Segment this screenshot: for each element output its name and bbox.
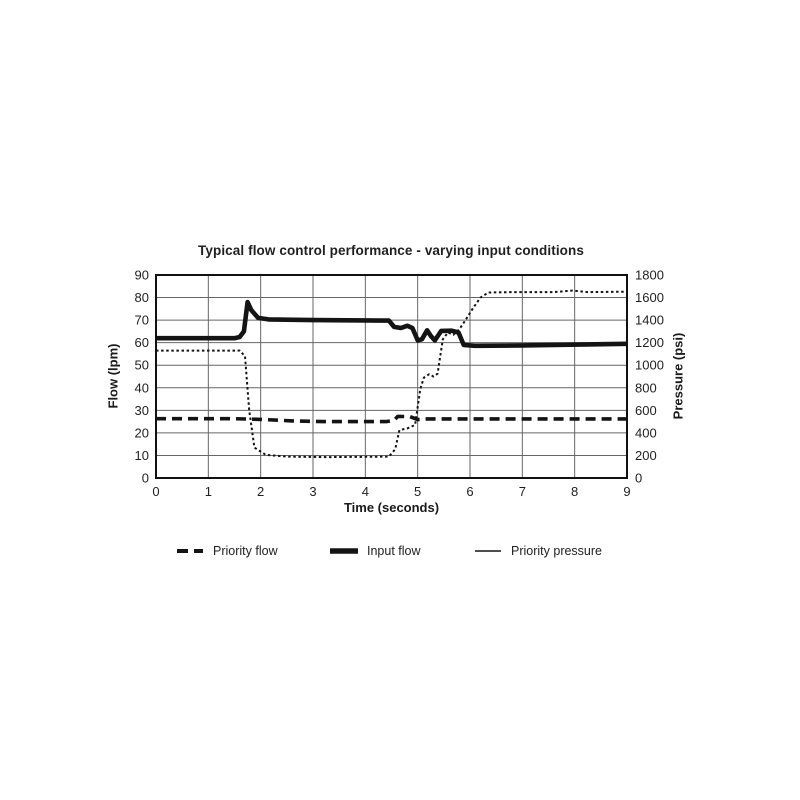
legend-label: Priority pressure (511, 544, 602, 558)
legend-item-input-flow: Input flow (330, 543, 421, 559)
series-line-priority-flow (156, 414, 627, 424)
legend-item-priority-flow: Priority flow (176, 543, 278, 559)
left-tick-label: 80 (135, 290, 149, 305)
x-tick-label: 9 (623, 484, 630, 499)
dashed-line-swatch (177, 549, 203, 553)
x-tick-label: 2 (257, 484, 264, 499)
left-tick-label: 40 (135, 380, 149, 395)
series-line-priority-pressure (156, 289, 628, 459)
x-tick-label: 6 (466, 484, 473, 499)
left-tick-label: 60 (135, 335, 149, 350)
legend-label: Priority flow (213, 544, 278, 558)
x-tick-label: 8 (571, 484, 578, 499)
right-tick-label: 800 (635, 380, 657, 395)
x-tick-label: 7 (519, 484, 526, 499)
legend-label: Input flow (367, 544, 421, 558)
series-line-input-flow (156, 299, 628, 349)
x-axis-label-time: Time (seconds) (343, 500, 440, 515)
left-tick-label: 50 (135, 358, 149, 373)
right-tick-label: 1000 (635, 358, 664, 373)
chart-title: Typical flow control performance - varyi… (198, 243, 584, 258)
right-tick-label: 200 (635, 448, 657, 463)
thin-line-swatch (475, 550, 501, 552)
thick-line-swatch (330, 548, 358, 554)
right-tick-label: 0 (635, 471, 642, 486)
right-tick-label: 600 (635, 403, 657, 418)
left-tick-label: 0 (142, 471, 149, 486)
x-tick-label: 4 (362, 484, 369, 499)
left-tick-label: 70 (135, 313, 149, 328)
right-tick-label: 1800 (635, 268, 664, 283)
left-tick-label: 10 (135, 448, 149, 463)
right-tick-label: 1400 (635, 313, 664, 328)
x-tick-label: 0 (152, 484, 159, 499)
left-tick-label: 90 (135, 268, 149, 283)
plot-frame (155, 274, 628, 479)
right-tick-label: 400 (635, 425, 657, 440)
right-tick-label: 1200 (635, 335, 664, 350)
right-tick-label: 1600 (635, 290, 664, 305)
left-tick-label: 20 (135, 425, 149, 440)
left-tick-label: 30 (135, 403, 149, 418)
x-tick-label: 5 (414, 484, 421, 499)
legend-item-priority-pressure: Priority pressure (474, 543, 602, 559)
x-tick-label: 3 (309, 484, 316, 499)
x-tick-label: 1 (205, 484, 212, 499)
